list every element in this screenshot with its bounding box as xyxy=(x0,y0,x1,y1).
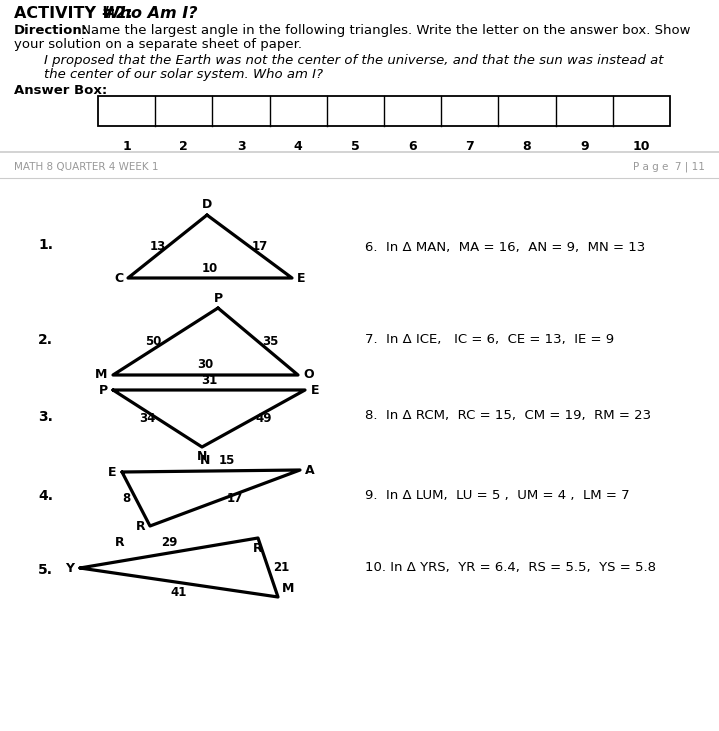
Text: 8.  In Δ RCM,  RC = 15,  CM = 19,  RM = 23: 8. In Δ RCM, RC = 15, CM = 19, RM = 23 xyxy=(365,409,651,422)
Text: 34: 34 xyxy=(139,412,156,425)
Text: I proposed that the Earth was not the center of the universe, and that the sun w: I proposed that the Earth was not the ce… xyxy=(44,54,664,67)
Text: MATH 8 QUARTER 4 WEEK 1: MATH 8 QUARTER 4 WEEK 1 xyxy=(14,162,158,172)
Text: 17: 17 xyxy=(252,240,267,253)
Text: N: N xyxy=(200,455,210,468)
Text: Y: Y xyxy=(65,561,75,575)
Bar xyxy=(98,96,670,126)
Text: 3.: 3. xyxy=(38,410,53,424)
Text: 6.  In Δ MAN,  MA = 16,  AN = 9,  MN = 13: 6. In Δ MAN, MA = 16, AN = 9, MN = 13 xyxy=(365,241,645,254)
Text: 3: 3 xyxy=(237,140,245,153)
Text: A: A xyxy=(305,463,315,477)
Text: 1.: 1. xyxy=(38,238,53,252)
Text: 49: 49 xyxy=(255,412,272,425)
Text: 7.  In Δ ICE,   IC = 6,  CE = 13,  IE = 9: 7. In Δ ICE, IC = 6, CE = 13, IE = 9 xyxy=(365,333,614,346)
Text: 4.: 4. xyxy=(38,489,53,503)
Text: 4: 4 xyxy=(294,140,303,153)
Text: 5: 5 xyxy=(351,140,360,153)
Text: P a g e  7 | 11: P a g e 7 | 11 xyxy=(633,162,705,173)
Text: 6: 6 xyxy=(408,140,417,153)
Text: D: D xyxy=(202,199,212,211)
Text: 29: 29 xyxy=(161,537,177,550)
Text: 5.: 5. xyxy=(38,563,53,577)
Text: 50: 50 xyxy=(145,335,162,348)
Text: 21: 21 xyxy=(273,561,289,574)
Text: 8: 8 xyxy=(122,493,130,506)
Text: 8: 8 xyxy=(523,140,531,153)
Text: 41: 41 xyxy=(171,586,187,599)
Text: Answer Box:: Answer Box: xyxy=(14,84,107,97)
Text: 10: 10 xyxy=(202,262,218,275)
Text: P: P xyxy=(99,384,108,396)
Text: Name the largest angle in the following triangles. Write the letter on the answe: Name the largest angle in the following … xyxy=(77,24,690,37)
Text: 7: 7 xyxy=(465,140,474,153)
Text: E: E xyxy=(311,384,319,396)
Text: 2: 2 xyxy=(180,140,188,153)
Text: 10: 10 xyxy=(633,140,650,153)
Text: 9.  In Δ LUM,  LU = 5 ,  UM = 4 ,  LM = 7: 9. In Δ LUM, LU = 5 , UM = 4 , LM = 7 xyxy=(365,488,630,501)
Text: 17: 17 xyxy=(227,491,243,504)
Text: Who Am I?: Who Am I? xyxy=(102,6,198,21)
Text: 13: 13 xyxy=(150,240,165,253)
Text: N: N xyxy=(197,450,207,463)
Text: M: M xyxy=(95,368,107,382)
Text: 9: 9 xyxy=(580,140,589,153)
Text: 1: 1 xyxy=(122,140,131,153)
Text: 30: 30 xyxy=(198,358,214,371)
Text: your solution on a separate sheet of paper.: your solution on a separate sheet of pap… xyxy=(14,38,302,51)
Text: E: E xyxy=(297,271,306,284)
Text: Direction:: Direction: xyxy=(14,24,88,37)
Text: 10. In Δ YRS,  YR = 6.4,  RS = 5.5,  YS = 5.8: 10. In Δ YRS, YR = 6.4, RS = 5.5, YS = 5… xyxy=(365,561,656,575)
Text: M: M xyxy=(282,583,294,596)
Text: R: R xyxy=(136,520,146,532)
Text: P: P xyxy=(214,292,223,305)
Text: R: R xyxy=(115,537,125,550)
Text: 35: 35 xyxy=(262,335,278,348)
Text: 2.: 2. xyxy=(38,333,53,347)
Text: O: O xyxy=(303,368,314,382)
Text: the center of our solar system. Who am I?: the center of our solar system. Who am I… xyxy=(44,68,323,81)
Text: 15: 15 xyxy=(219,455,235,468)
Text: 31: 31 xyxy=(201,374,217,387)
Text: C: C xyxy=(114,271,124,284)
Text: ACTIVITY #2:: ACTIVITY #2: xyxy=(14,6,138,21)
Text: R: R xyxy=(253,542,263,555)
Text: E: E xyxy=(108,466,116,479)
